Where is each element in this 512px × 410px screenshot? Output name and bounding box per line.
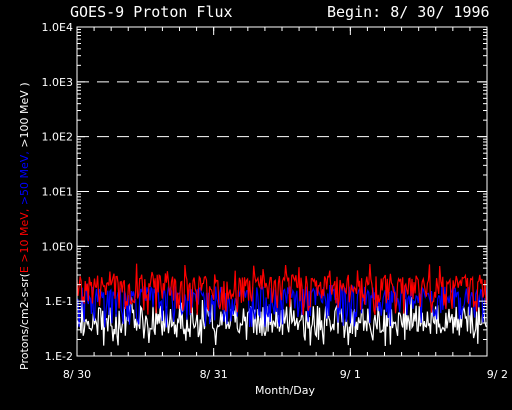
x-axis-label: Month/Day bbox=[255, 384, 315, 397]
y-tick-label: 1.E-2 bbox=[45, 350, 73, 363]
y-axis-label: Protons/cm2-s-sr(E >10 MeV, >50 MeV, >10… bbox=[18, 82, 31, 370]
y-axis-label-part: Protons/cm2-s-sr( bbox=[18, 273, 31, 370]
begin-date: Begin: 8/ 30/ 1996 bbox=[327, 3, 490, 21]
y-axis-label-part: >100 MeV ) bbox=[18, 82, 31, 147]
y-axis-label-part: E >10 MeV, bbox=[18, 205, 31, 273]
x-tick-label: 8/ 31 bbox=[200, 368, 228, 381]
y-tick-label: 1.0E2 bbox=[42, 131, 73, 144]
y-tick-label: 1.E-1 bbox=[45, 295, 73, 308]
y-tick-label: 1.0E3 bbox=[42, 76, 73, 89]
x-tick-label: 8/ 30 bbox=[63, 368, 91, 381]
y-tick-label: 1.0E4 bbox=[42, 21, 73, 34]
x-tick-label: 9/ 2 bbox=[487, 368, 508, 381]
y-tick-label: 1.0E1 bbox=[42, 186, 73, 199]
y-axis-label-part: >50 MeV, bbox=[18, 148, 31, 206]
chart-title: GOES-9 Proton Flux bbox=[70, 3, 233, 21]
x-tick-label: 9/ 1 bbox=[340, 368, 361, 381]
y-tick-label: 1.0E0 bbox=[42, 240, 73, 253]
series-line-gt10mev bbox=[76, 263, 488, 315]
